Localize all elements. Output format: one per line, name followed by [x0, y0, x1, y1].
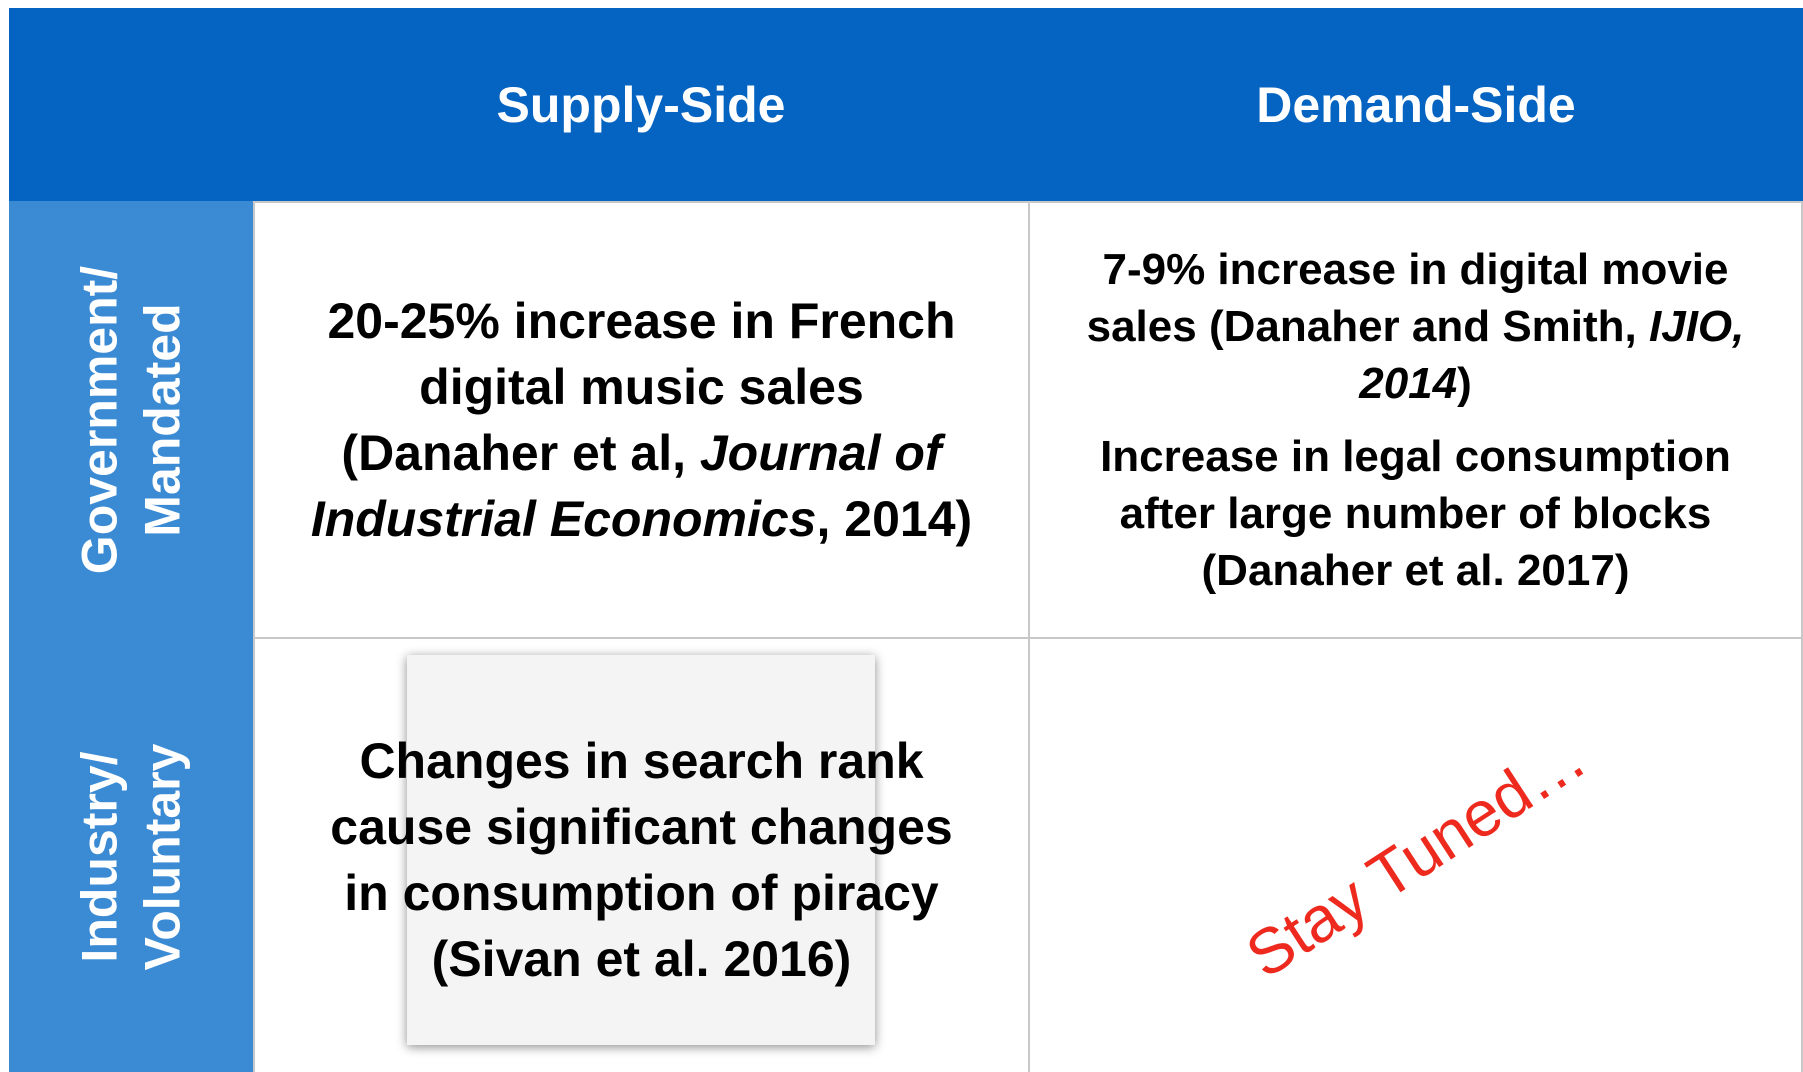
table-cell: Stay Tuned… — [1028, 637, 1803, 1072]
cell-text: 7-9% increase in digital movie sales (Da… — [1070, 241, 1761, 412]
annotation: Stay Tuned… — [1233, 719, 1599, 992]
cell-text: Increase in legal consumption after larg… — [1070, 428, 1761, 599]
row-header-line: Mandated — [131, 266, 194, 574]
text-run: , 2014) — [817, 491, 973, 547]
text-run: ) — [1457, 359, 1472, 408]
text-run: 7-9% increase in digital movie sales (Da… — [1087, 245, 1729, 351]
row-header: Industry/ Voluntary — [69, 744, 194, 971]
text-run: Changes in search rank cause significant… — [330, 733, 952, 987]
table-cell: 7-9% increase in digital movie sales (Da… — [1028, 201, 1803, 639]
row-header: Government/ Mandated — [69, 266, 194, 574]
row-header-line: Government/ — [69, 266, 132, 574]
column-header: Supply-Side — [253, 8, 1029, 201]
table-cell: 20-25% increase in French digital music … — [253, 201, 1030, 639]
cell-text: 20-25% increase in French digital music … — [305, 288, 978, 552]
slide: Supply-Side Demand-Side Government/ Mand… — [0, 0, 1803, 1072]
row-header-line: Industry/ — [69, 744, 132, 971]
column-header: Demand-Side — [1029, 8, 1803, 201]
cell-text: Changes in search rank cause significant… — [313, 728, 970, 992]
cell-content: Changes in search rank cause significant… — [253, 655, 1030, 1065]
row-header-line: Voluntary — [131, 744, 194, 971]
text-run: Increase in legal consumption after larg… — [1100, 432, 1731, 595]
